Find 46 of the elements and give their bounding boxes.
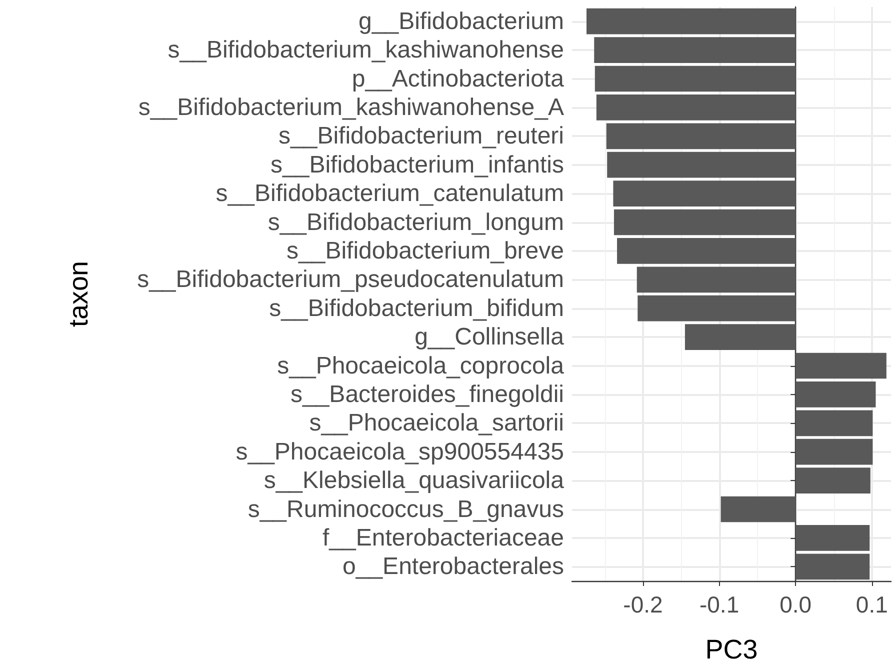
- bar: [796, 468, 870, 494]
- bar: [796, 525, 870, 551]
- x-tick-label: 0.0: [780, 592, 812, 618]
- y-tick-label: s__Ruminococcus_B_gnavus: [248, 496, 564, 523]
- y-tick-label: s__Phocaeicola_sartorii: [309, 410, 564, 437]
- y-tick-label: s__Phocaeicola_coprocola: [277, 352, 565, 380]
- x-tick-label: 0.1: [856, 592, 888, 618]
- bar: [796, 410, 873, 436]
- y-tick-label: s__Bifidobacterium_pseudocatenulatum: [137, 266, 564, 294]
- bar: [606, 123, 796, 150]
- bar: [607, 152, 796, 178]
- bar: [720, 496, 796, 522]
- bar: [636, 266, 796, 293]
- y-tick-label: s__Bifidobacterium_kashiwanohense: [168, 36, 564, 64]
- y-tick-label: s__Bifidobacterium_longum: [268, 208, 564, 236]
- y-tick-label: s__Bifidobacterium_reuteri: [278, 122, 564, 150]
- bar: [586, 8, 796, 34]
- bar: [613, 180, 796, 206]
- bar: [796, 554, 870, 580]
- y-tick-label: g__Bifidobacterium: [358, 8, 564, 35]
- bar: [617, 238, 796, 264]
- y-tick-label: s__Bifidobacterium_infantis: [270, 151, 564, 178]
- bar: [594, 66, 796, 92]
- y-tick-label: f__Enterobacteriaceae: [322, 524, 564, 552]
- y-tick-label: s__Bifidobacterium_kashiwanohense_A: [138, 94, 564, 121]
- y-tick-label: s__Bifidobacterium_bifidum: [269, 294, 564, 322]
- bar: [796, 438, 873, 465]
- y-tick-label: s__Bacteroides_finegoldii: [290, 380, 564, 408]
- y-tick-label: p__Actinobacteriota: [352, 65, 565, 92]
- bar: [796, 382, 876, 408]
- x-axis-title: PC3: [705, 634, 758, 664]
- bar: [684, 324, 796, 350]
- bar: [596, 94, 796, 120]
- y-tick-label: s__Klebsiella_quasivariicola: [264, 467, 565, 494]
- x-tick-label: -0.2: [623, 592, 663, 618]
- y-tick-label: s__Bifidobacterium_catenulatum: [216, 180, 564, 208]
- bar: [614, 209, 796, 236]
- bar: [796, 352, 886, 379]
- y-tick-label: s__Bifidobacterium_breve: [286, 237, 564, 264]
- bar: [594, 37, 796, 63]
- y-tick-label: g__Collinsella: [414, 324, 565, 351]
- bar: [638, 295, 796, 322]
- x-tick-label: -0.1: [699, 592, 740, 618]
- y-axis-title: taxon: [64, 260, 94, 328]
- y-tick-label: o__Enterobacterales: [342, 553, 564, 580]
- y-tick-label: s__Phocaeicola_sp900554435: [236, 438, 564, 466]
